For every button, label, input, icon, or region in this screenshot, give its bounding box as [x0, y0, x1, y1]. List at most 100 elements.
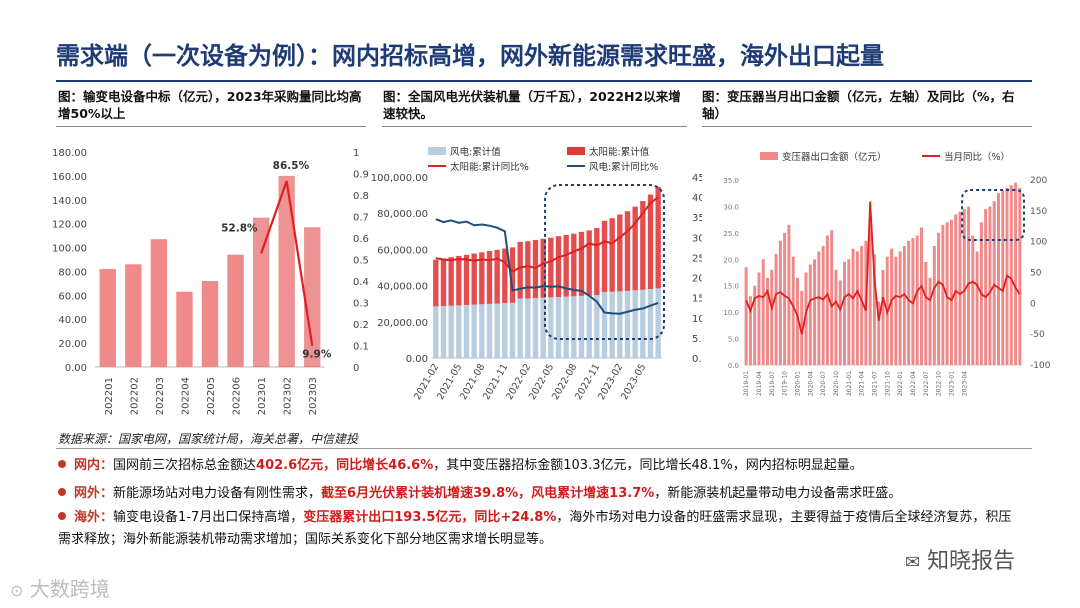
- bar: [176, 291, 193, 367]
- bar-wind: [502, 303, 508, 358]
- y-tick-label: 20.00: [58, 339, 87, 350]
- bullet-text: ，海外市场对电力设备的旺盛需求显现，主要得益于疫情后全球经济复苏，积压需求释放；…: [58, 510, 1012, 547]
- bar: [894, 256, 898, 365]
- bar: [227, 254, 244, 367]
- watermark-right: ✉ 知晓报告: [905, 549, 1016, 574]
- bar: [125, 264, 142, 367]
- bar: [1009, 185, 1013, 365]
- bullet-text: ，新能源装机起量带动电力设备需求旺盛。: [654, 486, 902, 501]
- bar-wind: [548, 297, 554, 358]
- highlight-box: [961, 189, 1025, 241]
- solar-growth-line: [435, 196, 659, 273]
- bar-wind: [617, 291, 623, 358]
- legend-label: 风电:累计同比%: [589, 161, 658, 173]
- bar: [924, 261, 928, 365]
- page-title: 需求端（一次设备为例）：网内招标高增，网外新能源需求旺盛，海外出口起量: [56, 42, 884, 70]
- y2-tick-label: 10.00: [692, 314, 702, 325]
- legend-swatch-solar: [567, 147, 585, 155]
- bar-solar: [655, 186, 661, 289]
- y2-tick-label: 15.00: [692, 294, 702, 305]
- legend-label: 风电:累计值: [450, 146, 501, 158]
- bar-wind: [609, 291, 615, 358]
- data-source: 数据来源：国家电网，国家统计局，海关总署，中信建投: [58, 432, 359, 446]
- y2-tick-label: 0.6: [353, 234, 369, 245]
- bar: [898, 251, 902, 365]
- bar-wind: [471, 304, 477, 358]
- y2-tick-label: 0.5: [353, 256, 369, 267]
- y-tick-label: 180.00: [52, 148, 87, 159]
- bar: [766, 277, 770, 365]
- legend-label: 当月同比（%）: [944, 151, 1010, 163]
- legend-swatch-export: [760, 152, 778, 160]
- bar-solar: [540, 238, 546, 298]
- bar-solar: [609, 218, 615, 292]
- y2-tick-label: 50: [1030, 269, 1042, 279]
- bar: [1001, 190, 1005, 365]
- bar: [817, 251, 821, 365]
- y2-tick-label: 0.8: [353, 191, 369, 202]
- bullet-highlight: 变压器累计出口193.5亿元，同比+24.8%: [303, 510, 557, 525]
- bar-solar: [471, 253, 477, 305]
- y-tick-label: 100.00: [52, 244, 87, 255]
- bar: [932, 246, 936, 365]
- x-tick-label: 2021-01: [846, 371, 853, 396]
- x-tick-label: 2020-07: [820, 371, 827, 396]
- bar: [800, 291, 804, 365]
- tender-bar-chart: 0.00 20.00 40.00 60.00 80.00 100.00 120.00 140.…: [52, 148, 369, 415]
- x-tick-label: 202303: [308, 377, 319, 415]
- bar: [962, 209, 966, 365]
- y2-tick-label: 150: [1030, 207, 1047, 217]
- chart2-caption: 图：全国风电光伏装机量（万千瓦），2022H2以来增速较快。: [383, 89, 681, 121]
- bar-wind: [555, 297, 562, 358]
- bar-solar: [463, 254, 470, 305]
- y2-tick-label: 0.1: [353, 342, 369, 353]
- y2-tick-label: 0.00: [692, 354, 702, 365]
- bullet-text: ，其中变压器招标金额103.3亿元，同比增长48.1%，网内招标明显起量。: [433, 458, 863, 473]
- bullet-dot-icon: [58, 512, 66, 520]
- bar: [941, 224, 945, 365]
- watermark-logo-icon: ⊙: [10, 581, 24, 600]
- bar-wind: [632, 290, 638, 358]
- bar: [851, 248, 855, 365]
- bar: [937, 232, 941, 365]
- bullet-text: 新能源场站对电力设备有刚性需求，: [113, 486, 322, 501]
- x-tick-label: 2021-10: [884, 371, 891, 396]
- bar: [99, 269, 116, 367]
- bar-solar: [578, 231, 585, 296]
- growth-data-label: 86.5%: [273, 160, 310, 172]
- bar: [774, 254, 778, 365]
- bar-wind: [624, 290, 631, 358]
- bar: [902, 246, 906, 365]
- source-divider: [56, 448, 1032, 449]
- x-tick-label: 2019-10: [782, 371, 789, 396]
- x-tick-label: 202205: [206, 377, 217, 415]
- bar-solar: [594, 228, 600, 296]
- chart1-caption: 图：输变电设备中标（亿元），2023年采购量同比均高增50%以上: [58, 89, 362, 121]
- x-tick-label: 2022-07: [923, 371, 930, 396]
- bar: [150, 239, 168, 367]
- y-tick-label: 30.0: [723, 203, 739, 211]
- bar: [791, 256, 795, 365]
- bar: [808, 264, 812, 365]
- bar-wind: [433, 306, 439, 358]
- y2-tick-label: 0.7: [353, 213, 369, 224]
- x-tick-label: 202201: [104, 377, 115, 415]
- legend-label: 变压器出口金额（亿元）: [782, 151, 887, 163]
- bar: [945, 222, 949, 365]
- bullet-dot-icon: [58, 488, 66, 496]
- x-tick-label: 202204: [180, 377, 191, 415]
- y-tick-label: 160.00: [52, 172, 87, 183]
- bar-wind: [494, 303, 500, 358]
- bullet-dot-icon: [58, 460, 66, 468]
- bar: [881, 269, 885, 365]
- bar: [787, 224, 791, 365]
- bar: [975, 251, 979, 365]
- bar-solar: [617, 214, 623, 292]
- x-tick-label: 2019-04: [756, 371, 763, 396]
- bar: [304, 227, 321, 367]
- bar-solar: [456, 255, 462, 306]
- y-tick-label: 5.0: [728, 336, 739, 344]
- y2-tick-label: -50: [1030, 330, 1045, 340]
- y-tick-label: 20.0: [723, 256, 739, 264]
- bar: [753, 285, 757, 365]
